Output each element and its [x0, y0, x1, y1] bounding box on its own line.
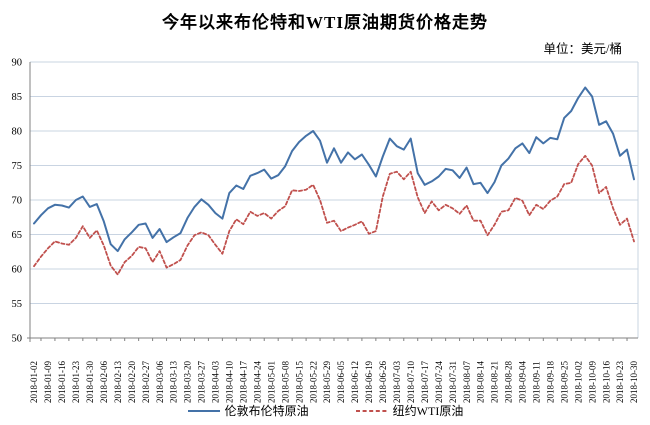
y-tick-label: 75: [12, 161, 23, 172]
y-tick-label: 80: [12, 127, 23, 138]
legend-label-wti: 纽约WTI原油: [392, 404, 464, 418]
y-tick-label: 50: [12, 334, 23, 345]
x-tick-label: 2018-06-05: [336, 361, 346, 403]
wti-line: [33, 154, 635, 276]
wti-line-swatch-icon: [355, 409, 388, 412]
x-tick-label: 2018-07-03: [392, 361, 402, 403]
x-tick-label: 2018-02-20: [127, 361, 137, 403]
x-tick-label: 2018-03-27: [197, 361, 207, 403]
x-tick-label: 2018-03-13: [169, 361, 179, 403]
x-tick-label: 2018-03-06: [155, 361, 165, 403]
x-tick-label: 2018-08-07: [462, 361, 472, 403]
legend: 伦敦布伦特原油 纽约WTI原油: [0, 402, 650, 419]
unit-label: 单位：美元/桶: [543, 42, 622, 56]
y-tick-label: 70: [12, 196, 23, 207]
x-tick-label: 2018-07-24: [434, 361, 444, 403]
x-tick-label: 2018-01-09: [43, 361, 53, 403]
y-tick-label: 90: [12, 58, 23, 69]
y-tick-label: 55: [12, 299, 23, 310]
x-tick-label: 2018-05-29: [322, 361, 332, 403]
x-tick-label: 2018-01-02: [29, 361, 39, 403]
x-tick-label: 2018-08-21: [490, 361, 500, 403]
x-tick-label: 2018-08-28: [504, 361, 514, 403]
x-tick-label: 2018-01-23: [71, 361, 81, 403]
x-tick-label: 2018-07-10: [406, 361, 416, 403]
y-tick-label: 65: [12, 230, 23, 241]
chart-title: 今年以来布伦特和WTI原油期货价格走势: [162, 13, 488, 32]
x-tick-label: 2018-04-03: [211, 361, 221, 403]
x-tick-label: 2018-04-10: [225, 361, 235, 403]
x-tick-label: 2018-10-09: [587, 361, 597, 403]
x-tick-label: 2018-04-24: [252, 361, 262, 403]
x-tick-label: 2018-01-16: [57, 361, 67, 403]
brent-line: [33, 86, 635, 253]
x-tick-label: 2018-02-06: [99, 361, 109, 403]
x-tick-label: 2018-06-26: [378, 361, 388, 403]
x-tick-label: 2018-06-19: [364, 361, 374, 403]
x-tick-label: 2018-05-22: [308, 361, 318, 403]
x-tick-label: 2018-09-18: [545, 361, 555, 403]
y-tick-label: 60: [12, 265, 23, 276]
x-tick-label: 2018-09-25: [559, 361, 569, 403]
x-tick-label: 2018-05-08: [280, 361, 290, 403]
x-tick-label: 2018-02-27: [141, 361, 151, 403]
legend-label-brent: 伦敦布伦特原油: [224, 404, 309, 418]
x-tick-label: 2018-02-13: [113, 361, 123, 403]
y-tick-label: 85: [12, 92, 23, 103]
x-tick-label: 2018-07-17: [420, 361, 430, 403]
x-tick-label: 2018-01-30: [85, 361, 95, 403]
x-tick-label: 2018-10-30: [629, 361, 639, 403]
x-tick-label: 2018-07-31: [448, 361, 458, 403]
legend-item-brent: 伦敦布伦特原油: [187, 402, 309, 419]
x-tick-label: 2018-10-02: [573, 361, 583, 403]
x-tick-label: 2018-03-20: [183, 361, 193, 403]
x-tick-label: 2018-10-16: [601, 361, 611, 403]
x-tick-label: 2018-08-14: [476, 361, 486, 403]
x-tick-label: 2018-05-01: [266, 361, 276, 403]
x-tick-label: 2018-10-23: [615, 361, 625, 403]
x-tick-label: 2018-04-17: [239, 361, 249, 403]
x-tick-label: 2018-09-11: [532, 361, 542, 403]
legend-item-wti: 纽约WTI原油: [355, 402, 464, 419]
brent-line-swatch-icon: [187, 409, 220, 412]
x-tick-label: 2018-09-04: [518, 361, 528, 403]
x-tick-label: 2018-06-12: [350, 361, 360, 403]
x-tick-label: 2018-05-15: [294, 361, 304, 403]
